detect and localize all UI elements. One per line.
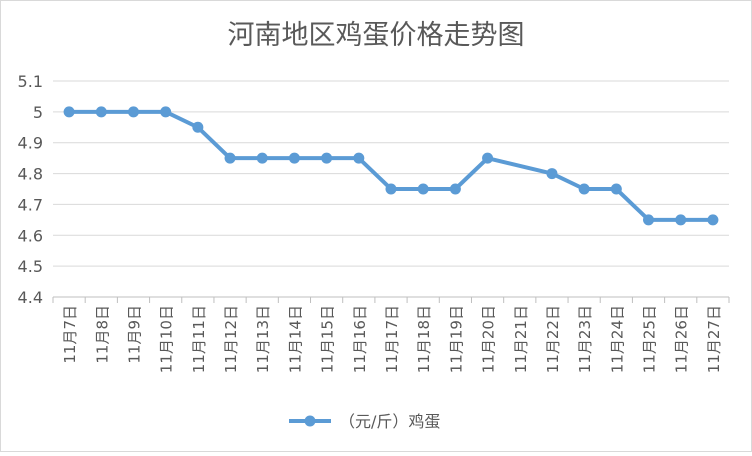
y-tick-label: 4.4 bbox=[18, 288, 43, 307]
data-point bbox=[321, 152, 333, 164]
x-tick-label: 11月10日 bbox=[158, 305, 176, 373]
x-tick-label: 11月25日 bbox=[641, 305, 659, 373]
x-tick-label: 11月16日 bbox=[351, 305, 369, 373]
data-point bbox=[707, 214, 719, 226]
data-point bbox=[256, 152, 268, 164]
data-point bbox=[353, 152, 365, 164]
x-tick-label: 11月13日 bbox=[254, 305, 272, 373]
x-tick-label: 11月21日 bbox=[512, 305, 530, 373]
x-tick-label: 11月19日 bbox=[447, 305, 465, 373]
x-tick-label: 11月12日 bbox=[222, 305, 240, 373]
x-tick-label: 11月14日 bbox=[286, 305, 304, 373]
data-point bbox=[643, 214, 655, 226]
x-tick-label: 11月11日 bbox=[190, 305, 208, 373]
legend-marker bbox=[304, 415, 316, 427]
x-tick-label: 11月26日 bbox=[673, 305, 691, 373]
x-tick-label: 11月27日 bbox=[705, 305, 723, 373]
data-point bbox=[224, 152, 236, 164]
x-axis: 11月7日 11月8日 11月9日 11月10日 11月11日 11月12日 11月13日 1… bbox=[52, 296, 730, 373]
x-tick-label: 11月8日 bbox=[93, 305, 111, 364]
x-tick-label: 11月18日 bbox=[415, 305, 433, 373]
x-tick-label: 11月15日 bbox=[319, 305, 337, 373]
x-tick-label: 11月17日 bbox=[383, 305, 401, 373]
data-point bbox=[192, 121, 204, 133]
data-point bbox=[578, 183, 590, 195]
data-point bbox=[385, 183, 397, 195]
y-tick-label: 4.8 bbox=[18, 165, 43, 184]
x-tick-label: 11月7日 bbox=[61, 305, 79, 364]
y-axis: 4.4 4.5 4.6 4.7 4.8 4.9 5 5.1 bbox=[18, 72, 43, 307]
x-tick-label: 11月20日 bbox=[480, 305, 498, 373]
data-point bbox=[63, 106, 75, 118]
data-point bbox=[675, 214, 687, 226]
y-tick-label: 4.6 bbox=[18, 226, 43, 245]
x-tick-label: 11月24日 bbox=[608, 305, 626, 373]
data-point bbox=[449, 183, 461, 195]
x-tick-label: 11月23日 bbox=[576, 305, 594, 373]
data-point bbox=[127, 106, 139, 118]
y-tick-label: 5 bbox=[33, 103, 43, 122]
y-tick-label: 5.1 bbox=[18, 72, 43, 91]
x-tick-label: 11月22日 bbox=[544, 305, 562, 373]
series-line bbox=[69, 109, 713, 222]
chart-title: 河南地区鸡蛋价格走势图 bbox=[228, 20, 525, 51]
y-tick-label: 4.7 bbox=[18, 195, 43, 214]
legend: （元/斤）鸡蛋 bbox=[289, 412, 440, 431]
data-point bbox=[160, 106, 172, 118]
data-point bbox=[482, 152, 494, 164]
data-point bbox=[610, 183, 622, 195]
y-tick-label: 4.5 bbox=[18, 257, 43, 276]
series-group bbox=[63, 106, 719, 226]
data-point bbox=[546, 168, 558, 180]
data-point bbox=[95, 106, 107, 118]
data-point bbox=[288, 152, 300, 164]
y-tick-label: 4.9 bbox=[18, 134, 43, 153]
legend-label: （元/斤）鸡蛋 bbox=[339, 412, 440, 431]
x-tick-label: 11月9日 bbox=[125, 305, 143, 364]
data-point bbox=[417, 183, 429, 195]
